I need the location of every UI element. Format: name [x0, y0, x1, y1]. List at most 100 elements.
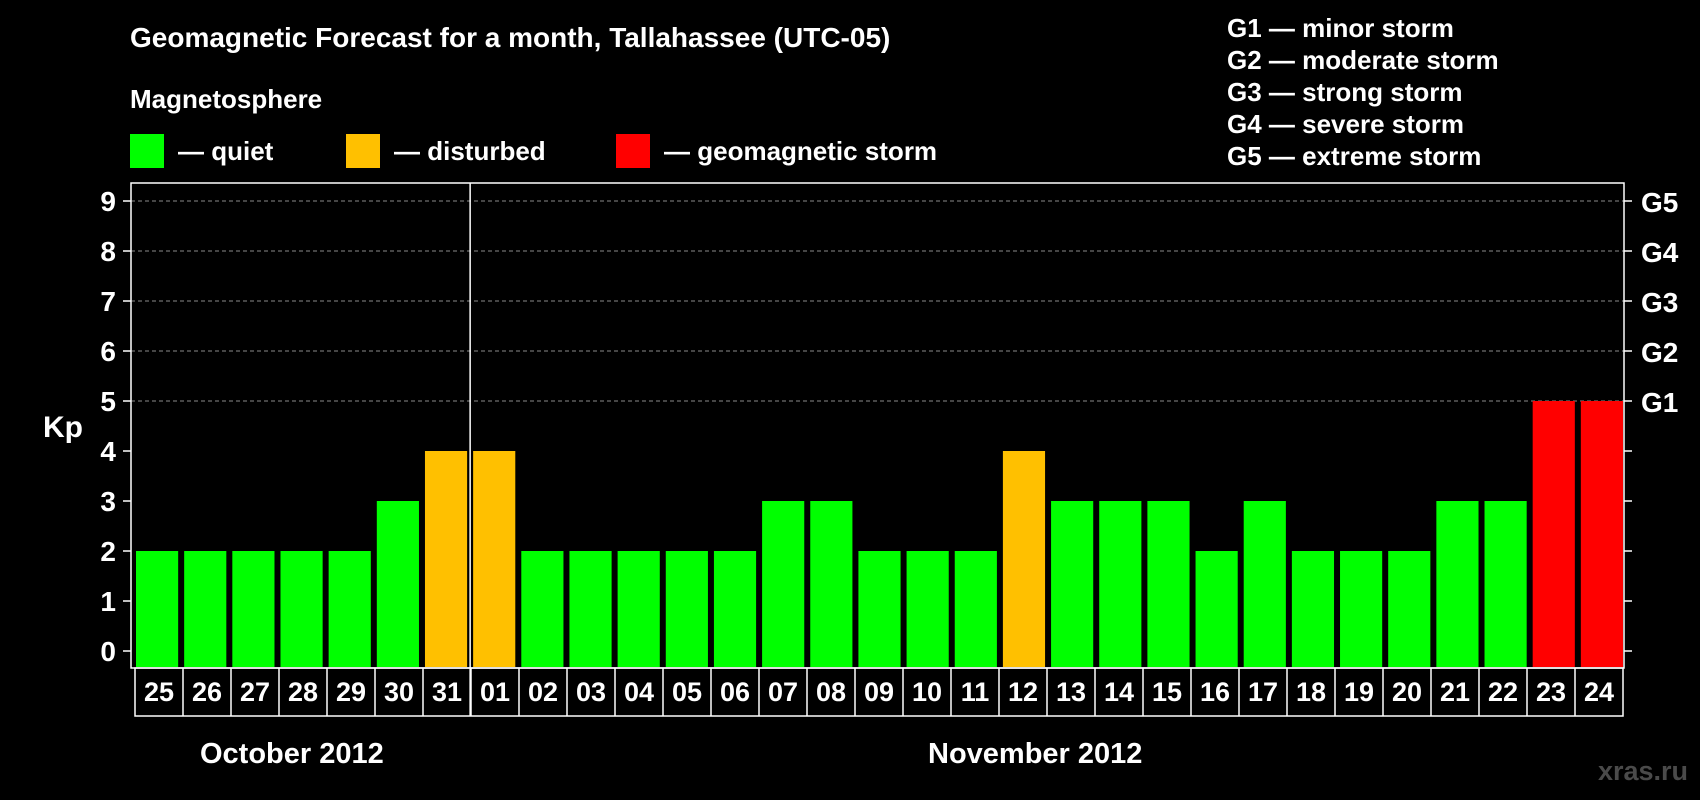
x-tick-label: 26 [192, 677, 222, 707]
bar [1099, 501, 1142, 667]
g-scale-row-g2: G2 — moderate storm [1227, 45, 1499, 75]
bar [1484, 501, 1527, 667]
bar [1532, 401, 1575, 667]
legend-swatch-storm [616, 134, 650, 168]
bar [521, 551, 564, 667]
x-tick-label: 09 [864, 677, 894, 707]
y-tick-label: 8 [100, 236, 116, 267]
legend-item-storm: — geomagnetic storm [616, 134, 937, 168]
x-tick-label: 25 [144, 677, 174, 707]
x-tick-label: 06 [720, 677, 750, 707]
month-label-november: November 2012 [928, 738, 1143, 770]
x-tick-label: 14 [1104, 677, 1134, 707]
bar [665, 551, 708, 667]
y-tick-label: 4 [100, 436, 116, 467]
y-tick-label: 2 [100, 536, 116, 567]
bar [1243, 501, 1286, 667]
y-tick-label: 5 [100, 386, 116, 417]
x-tick-label: 19 [1344, 677, 1374, 707]
bar [713, 551, 757, 667]
bar [762, 501, 805, 667]
x-tick-label: 05 [672, 677, 702, 707]
bar [810, 501, 853, 667]
x-tick-label: 18 [1296, 677, 1326, 707]
bar [1436, 501, 1479, 667]
legend-label-storm: — geomagnetic storm [664, 135, 938, 166]
y-axis-title: Kp [43, 411, 83, 444]
x-tick-label: 28 [288, 677, 318, 707]
legend-item-quiet: — quiet [130, 134, 273, 168]
legend-swatch-quiet [130, 134, 164, 168]
right-axis-label: G5 [1641, 187, 1678, 218]
watermark: xras.ru [1597, 756, 1688, 786]
x-tick-label: 02 [528, 677, 558, 707]
month-label-october: October 2012 [200, 738, 384, 770]
g-scale-legend: G1 — minor storm G2 — moderate storm G3 … [1227, 12, 1499, 172]
bar [1580, 401, 1623, 667]
legend-heading: Magnetosphere [130, 84, 323, 114]
x-tick-label: 31 [432, 677, 462, 707]
x-tick-label: 01 [480, 677, 510, 707]
x-tick-label: 08 [816, 677, 846, 707]
bar [1051, 501, 1094, 667]
x-tick-label: 15 [1152, 677, 1182, 707]
bar [1340, 551, 1383, 667]
bar [424, 451, 468, 667]
y-tick-label: 9 [100, 186, 116, 217]
date-row-frame [134, 667, 1624, 717]
y-tick-label: 1 [100, 586, 116, 617]
right-axis-label: G1 [1641, 387, 1678, 418]
legend-swatch-disturbed [346, 134, 380, 168]
bar [136, 551, 179, 667]
y-tick-label: 7 [100, 286, 116, 317]
legend-label-disturbed: — disturbed [394, 135, 546, 166]
bar [473, 451, 516, 667]
x-tick-label: 16 [1200, 677, 1230, 707]
bar [184, 551, 227, 667]
x-tick-label: 20 [1392, 677, 1422, 707]
right-axis-label: G4 [1641, 237, 1679, 268]
right-axis-label: G2 [1641, 337, 1678, 368]
x-tick-label: 17 [1248, 677, 1278, 707]
x-tick-label: 03 [576, 677, 606, 707]
bar [1195, 551, 1238, 667]
bar [569, 551, 612, 667]
g-scale-row-g4: G4 — severe storm [1227, 109, 1465, 139]
x-tick-label: 24 [1584, 677, 1614, 707]
bar [1388, 551, 1431, 667]
g-scale-row-g1: G1 — minor storm [1227, 13, 1454, 43]
legend-item-disturbed: — disturbed [346, 134, 546, 168]
legend-label-quiet: — quiet [178, 135, 274, 166]
x-tick-label: 04 [624, 677, 654, 707]
chart-title: Geomagnetic Forecast for a month, Tallah… [130, 22, 891, 53]
bar [376, 501, 419, 667]
x-tick-label: 11 [961, 677, 990, 707]
x-tick-label: 30 [384, 677, 414, 707]
bar [1002, 451, 1046, 667]
bar [1291, 551, 1335, 667]
bar [617, 551, 660, 667]
x-tick-label: 27 [240, 677, 270, 707]
g-scale-row-g3: G3 — strong storm [1227, 77, 1463, 107]
y-tick-label: 3 [100, 486, 116, 517]
y-tick-label: 0 [100, 636, 116, 667]
x-tick-label: 22 [1488, 677, 1518, 707]
y-tick-label: 6 [100, 336, 116, 367]
bar [1147, 501, 1190, 667]
g-scale-row-g5: G5 — extreme storm [1227, 141, 1482, 171]
x-tick-label: 07 [768, 677, 798, 707]
x-tick-label: 23 [1536, 677, 1566, 707]
x-tick-label: 29 [336, 677, 366, 707]
bar [858, 551, 901, 667]
right-axis-label: G3 [1641, 287, 1678, 318]
bar [280, 551, 323, 667]
bar [954, 551, 997, 667]
x-tick-label: 21 [1440, 677, 1470, 707]
x-tick-label: 10 [912, 677, 942, 707]
bar [906, 551, 949, 667]
bar [328, 551, 371, 667]
x-tick-label: 12 [1008, 677, 1038, 707]
x-tick-label: 13 [1056, 677, 1086, 707]
bar [232, 551, 275, 667]
